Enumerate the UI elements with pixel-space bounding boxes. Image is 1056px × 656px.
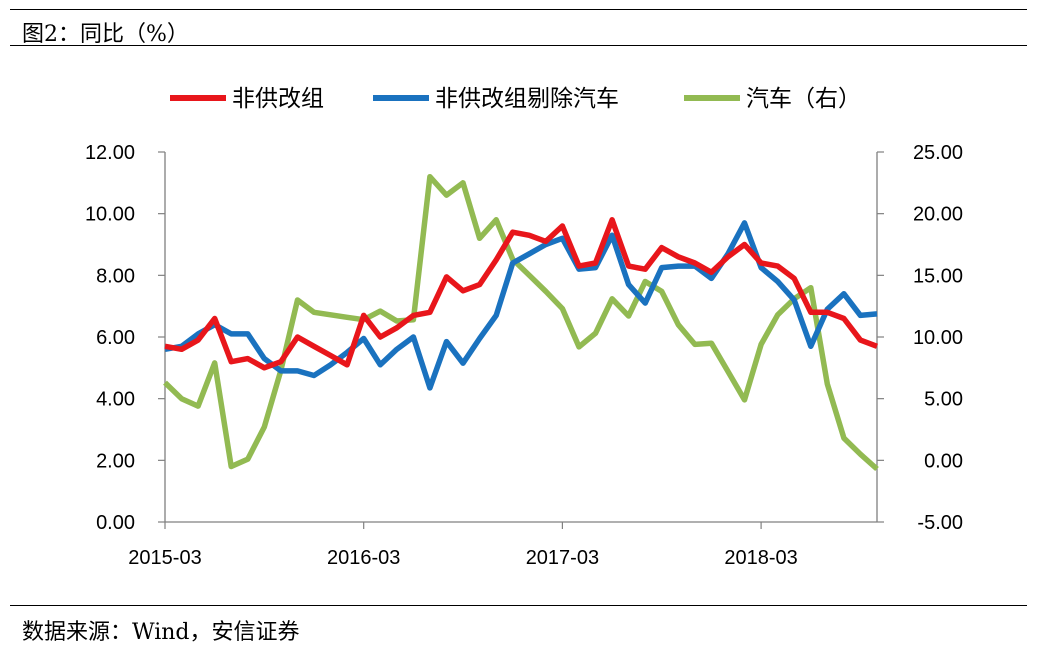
- title-rule: [10, 45, 1027, 46]
- x-tick-label: 2017-03: [526, 547, 599, 569]
- left-tick-label: 2.00: [96, 450, 135, 472]
- left-tick-label: 0.00: [96, 512, 135, 534]
- right-tick-label: 25.00: [913, 142, 963, 164]
- left-tick-label: 10.00: [85, 204, 135, 226]
- left-tick-label: 12.00: [85, 142, 135, 164]
- legend: 非供改组 非供改组剔除汽车 汽车（右）: [170, 85, 861, 111]
- right-tick-label: 15.00: [913, 265, 963, 287]
- series-line-0: [164, 217, 878, 371]
- right-tick-label: -5.00: [917, 512, 963, 534]
- right-tick-label: 0.00: [924, 450, 963, 472]
- x-tick-label: 2015-03: [128, 547, 201, 569]
- axes-layer: 0.00 2.00 4.00 6.00 8.00 10.00 12.00 -5.00 0.00 5…: [85, 142, 963, 569]
- figure-title: 图2：同比（%）: [22, 22, 189, 47]
- x-tick-label: 2018-03: [724, 547, 797, 569]
- right-tick-label: 20.00: [913, 204, 963, 226]
- right-tick-label: 10.00: [913, 327, 963, 349]
- legend-label-1: 非供改组剔除汽车: [435, 85, 619, 111]
- legend-label-2: 汽车（右）: [746, 85, 861, 111]
- legend-label-0: 非供改组: [232, 85, 324, 111]
- left-tick-label: 8.00: [96, 265, 135, 287]
- left-tick-label: 6.00: [96, 327, 135, 349]
- bottom-rule: [10, 605, 1027, 606]
- top-rule: [10, 9, 1027, 10]
- x-tick-label: 2016-03: [327, 547, 400, 569]
- series-layer: [163, 173, 879, 472]
- left-tick-label: 4.00: [96, 389, 135, 411]
- right-tick-label: 5.00: [924, 389, 963, 411]
- series-line-2: [163, 173, 879, 472]
- source-note: 数据来源：Wind，安信证券: [22, 620, 300, 645]
